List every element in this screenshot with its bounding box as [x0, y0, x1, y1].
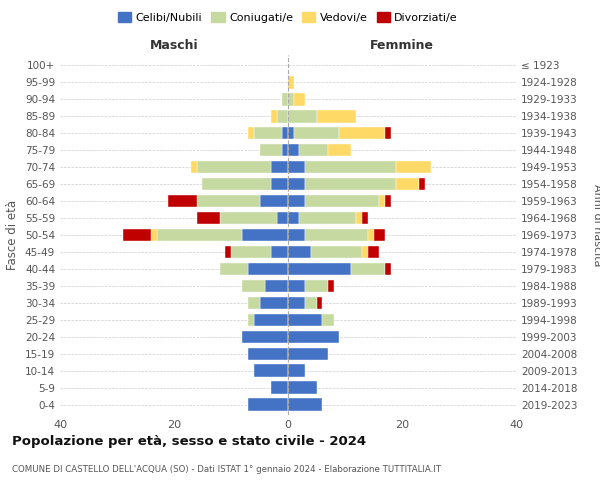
Bar [197, 212, 220, 224]
Bar [385, 126, 391, 140]
Bar [317, 296, 322, 310]
Bar [277, 110, 288, 122]
Bar [288, 110, 317, 122]
Bar [288, 212, 299, 224]
Text: Femmine: Femmine [370, 40, 434, 52]
Bar [294, 93, 305, 106]
Bar [202, 178, 271, 190]
Bar [283, 126, 288, 140]
Bar [220, 212, 277, 224]
Bar [288, 194, 305, 207]
Bar [362, 212, 368, 224]
Bar [385, 262, 391, 276]
Bar [288, 348, 328, 360]
Bar [197, 194, 260, 207]
Bar [397, 178, 419, 190]
Bar [288, 126, 294, 140]
Bar [328, 144, 350, 156]
Bar [231, 246, 271, 258]
Bar [299, 212, 356, 224]
Bar [288, 296, 305, 310]
Bar [419, 178, 425, 190]
Bar [271, 178, 288, 190]
Bar [288, 144, 299, 156]
Bar [168, 194, 197, 207]
Bar [242, 280, 265, 292]
Bar [294, 126, 340, 140]
Bar [288, 398, 322, 411]
Bar [197, 160, 271, 173]
Text: Anni di nascita: Anni di nascita [592, 184, 600, 266]
Bar [271, 246, 288, 258]
Bar [340, 126, 385, 140]
Bar [271, 110, 277, 122]
Bar [322, 314, 334, 326]
Bar [220, 262, 248, 276]
Bar [288, 178, 305, 190]
Bar [254, 126, 283, 140]
Bar [362, 246, 368, 258]
Bar [305, 194, 379, 207]
Text: COMUNE DI CASTELLO DELL'ACQUA (SO) - Dati ISTAT 1° gennaio 2024 - Elaborazione T: COMUNE DI CASTELLO DELL'ACQUA (SO) - Dat… [12, 465, 441, 474]
Bar [305, 160, 397, 173]
Bar [305, 280, 328, 292]
Bar [305, 228, 368, 241]
Bar [271, 382, 288, 394]
Bar [283, 93, 288, 106]
Bar [248, 296, 260, 310]
Bar [288, 262, 350, 276]
Bar [248, 398, 288, 411]
Bar [260, 296, 288, 310]
Bar [288, 382, 317, 394]
Bar [157, 228, 242, 241]
Bar [317, 110, 356, 122]
Legend: Celibi/Nubili, Coniugati/e, Vedovi/e, Divorziati/e: Celibi/Nubili, Coniugati/e, Vedovi/e, Di… [113, 8, 463, 28]
Bar [328, 280, 334, 292]
Bar [248, 262, 288, 276]
Bar [248, 314, 254, 326]
Bar [368, 246, 379, 258]
Bar [248, 126, 254, 140]
Bar [277, 212, 288, 224]
Bar [299, 144, 328, 156]
Bar [271, 160, 288, 173]
Bar [288, 160, 305, 173]
Bar [151, 228, 157, 241]
Bar [350, 262, 385, 276]
Text: Maschi: Maschi [149, 40, 199, 52]
Bar [288, 280, 305, 292]
Bar [260, 144, 283, 156]
Bar [368, 228, 373, 241]
Bar [305, 178, 397, 190]
Bar [288, 246, 311, 258]
Bar [122, 228, 151, 241]
Bar [379, 194, 385, 207]
Bar [288, 93, 294, 106]
Bar [397, 160, 431, 173]
Bar [311, 246, 362, 258]
Bar [288, 228, 305, 241]
Bar [305, 296, 317, 310]
Bar [265, 280, 288, 292]
Bar [242, 330, 288, 344]
Bar [385, 194, 391, 207]
Bar [254, 364, 288, 377]
Bar [288, 330, 340, 344]
Bar [288, 364, 305, 377]
Bar [226, 246, 231, 258]
Bar [283, 144, 288, 156]
Bar [288, 314, 322, 326]
Text: Popolazione per età, sesso e stato civile - 2024: Popolazione per età, sesso e stato civil… [12, 435, 366, 448]
Bar [356, 212, 362, 224]
Bar [242, 228, 288, 241]
Bar [248, 348, 288, 360]
Bar [254, 314, 288, 326]
Bar [288, 76, 294, 88]
Bar [260, 194, 288, 207]
Bar [191, 160, 197, 173]
Y-axis label: Fasce di età: Fasce di età [7, 200, 19, 270]
Bar [373, 228, 385, 241]
